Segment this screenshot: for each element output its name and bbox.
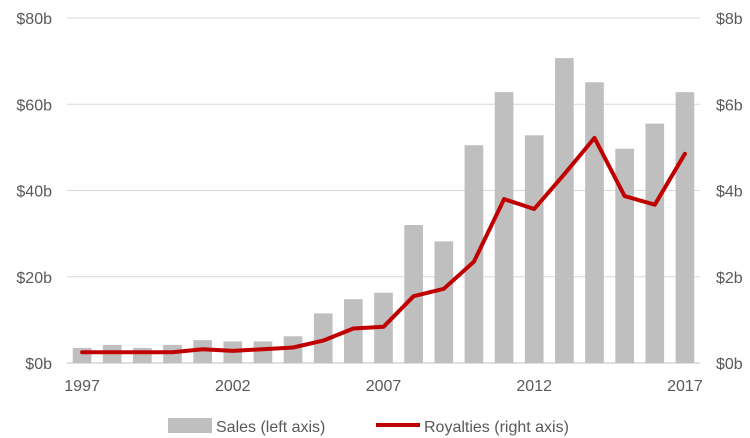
x-axis-ticks: 1997 2002 2007 2012 2017 — [64, 378, 703, 395]
right-axis-tick-label: $4b — [716, 184, 743, 201]
sales-bar-2013 — [555, 58, 574, 363]
royalties-line — [80, 135, 687, 355]
sales-bar-2017 — [675, 92, 695, 364]
right-axis-ticks: $0b $2b $4b $6b $8b — [716, 11, 743, 373]
x-axis-tick-label: 2007 — [366, 378, 402, 395]
x-axis-tick-label: 2012 — [516, 378, 552, 395]
sales-bar-2011 — [494, 92, 514, 364]
sales-bar-2005 — [313, 313, 333, 363]
left-axis-tick-label: $80b — [16, 11, 52, 28]
legend-sales-label: Sales (left axis) — [216, 419, 325, 436]
sales-bar-2008 — [404, 225, 423, 363]
right-axis-tick-label: $0b — [716, 356, 743, 373]
sales-bar-2014 — [585, 82, 604, 363]
sales-bar-2010 — [464, 145, 484, 363]
sales-bar-2012 — [524, 135, 544, 363]
sales-bar-1997 — [72, 347, 92, 363]
sales-bar-2009 — [434, 241, 454, 363]
right-axis-tick-label: $8b — [716, 11, 743, 28]
right-axis-tick-label: $6b — [716, 97, 743, 114]
left-axis-tick-label: $40b — [16, 184, 52, 201]
sales-bar-2001 — [193, 340, 212, 363]
x-axis-tick-label: 1997 — [64, 378, 100, 395]
sales-bar-2006 — [344, 299, 363, 363]
left-axis-ticks: $0b $20b $40b $60b $80b — [16, 11, 52, 373]
x-axis-tick-label: 2002 — [215, 378, 251, 395]
right-axis-tick-label: $2b — [716, 270, 743, 287]
sales-bar-2015 — [615, 148, 634, 363]
left-axis-tick-label: $0b — [25, 356, 52, 373]
royalties-line-layer — [80, 135, 687, 355]
left-axis-tick-label: $20b — [16, 270, 52, 287]
legend-sales-swatch — [168, 418, 212, 433]
legend: Sales (left axis) Royalties (right axis) — [168, 418, 569, 436]
sales-bar-1999 — [133, 347, 152, 363]
left-axis-tick-label: $60b — [16, 97, 52, 114]
sales-bar-2004 — [283, 336, 303, 363]
legend-royalties-label: Royalties (right axis) — [424, 419, 569, 436]
sales-bar-2016 — [645, 123, 665, 363]
sales-bar-2003 — [253, 341, 273, 363]
x-axis-tick-label: 2017 — [667, 378, 703, 395]
